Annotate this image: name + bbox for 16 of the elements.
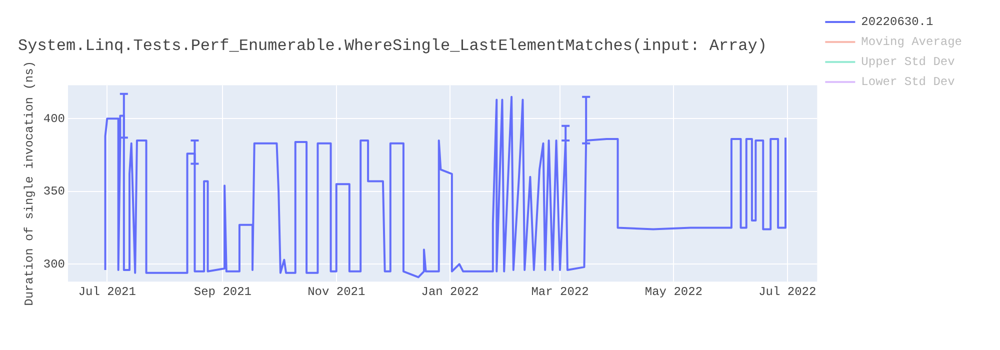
- x-tick-label: Jul 2021: [78, 284, 136, 299]
- x-tick-label: Sep 2021: [194, 284, 252, 299]
- x-tick-label: Jan 2022: [421, 284, 479, 299]
- x-tick-label: Jul 2022: [758, 284, 816, 299]
- y-tick-label: 400: [43, 112, 66, 126]
- x-tick-label: Nov 2021: [308, 284, 366, 299]
- legend-label: 20220630.1: [861, 15, 934, 30]
- y-tick-label: 300: [43, 257, 66, 272]
- x-tick-label: Mar 2022: [531, 284, 589, 299]
- legend-label: Lower Std Dev: [861, 75, 955, 90]
- y-axis-title: Duration of single invocation (ns): [22, 60, 36, 306]
- x-tick-label: May 2022: [644, 284, 702, 299]
- legend-label: Upper Std Dev: [861, 55, 955, 70]
- y-tick-label: 350: [43, 184, 66, 199]
- chart-title: System.Linq.Tests.Perf_Enumerable.WhereSingle_LastElementMatches(input: Array): [18, 36, 767, 55]
- legend-label: Moving Average: [861, 35, 962, 50]
